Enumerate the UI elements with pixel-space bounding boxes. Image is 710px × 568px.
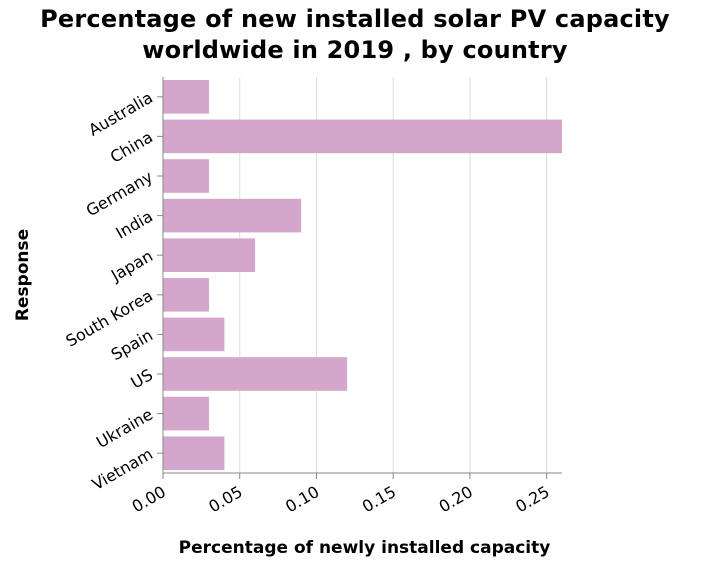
y-tick-label: Spain	[108, 325, 156, 364]
bar-us	[163, 357, 348, 391]
y-tick-label: Japan	[107, 246, 156, 285]
x-tick-label: 0.00	[129, 482, 169, 516]
bar-australia	[163, 80, 210, 114]
x-tick-label: 0.05	[205, 482, 245, 516]
x-axis-title: Percentage of newly installed capacity	[179, 538, 551, 558]
x-tick-label: 0.10	[282, 482, 322, 516]
chart-title-line-1: Percentage of new installed solar PV cap…	[40, 5, 670, 33]
x-tick-label: 0.20	[436, 482, 476, 516]
bar-germany	[163, 159, 210, 193]
bar-china	[163, 119, 562, 154]
bar-japan	[163, 238, 256, 272]
x-tick-label: 0.25	[512, 482, 552, 516]
bar-vietnam	[163, 436, 225, 470]
y-axis-title: Response	[13, 229, 33, 321]
x-tick-label: 0.15	[359, 482, 399, 516]
y-tick-label: China	[107, 127, 156, 166]
y-tick-label: Vietnam	[89, 444, 156, 494]
bar-south-korea	[163, 278, 210, 312]
y-tick-label: India	[112, 207, 156, 243]
bar-ukraine	[163, 396, 210, 431]
bar-india	[163, 198, 302, 233]
chart-title-line-2: worldwide in 2019 , by country	[142, 36, 568, 64]
chart-title: Percentage of new installed solar PV cap…	[0, 4, 710, 66]
bar-spain	[163, 317, 225, 352]
y-tick-label: US	[128, 365, 156, 392]
